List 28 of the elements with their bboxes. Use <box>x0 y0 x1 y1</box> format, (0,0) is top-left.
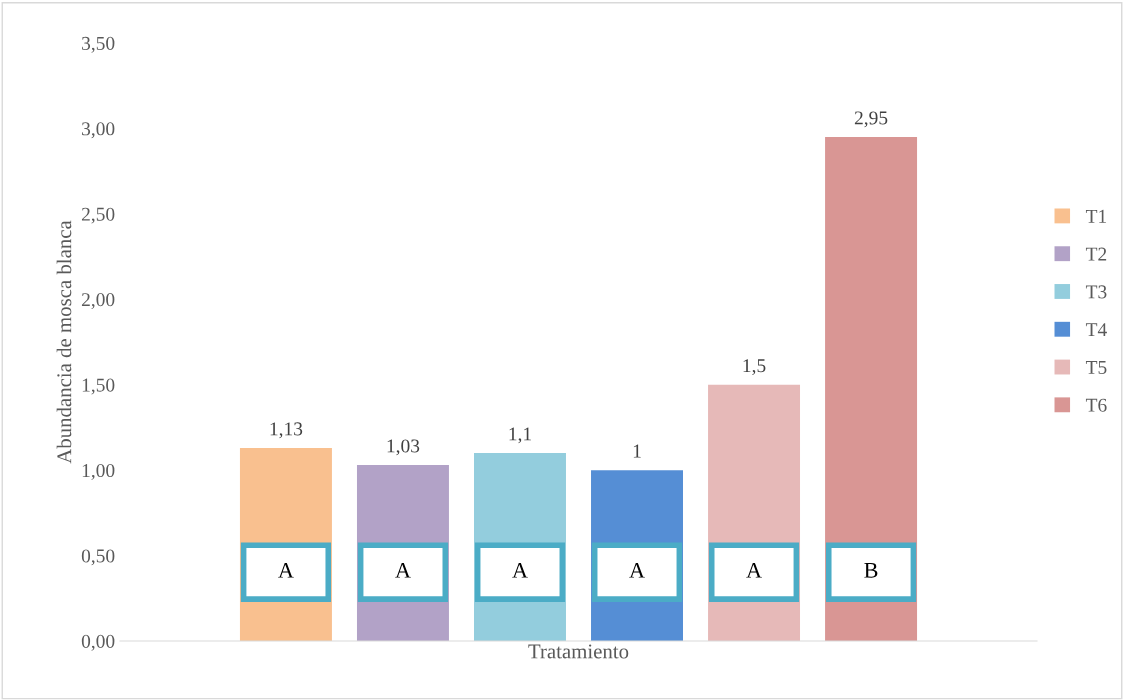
y-tick-label: 3,00 <box>82 122 115 139</box>
legend-label: T4 <box>1085 323 1107 337</box>
annotation: A <box>746 562 762 578</box>
y-axis-title: Abundancia de mosca blanca <box>56 220 72 464</box>
annotation: A <box>512 562 528 578</box>
data-label: 1,1 <box>509 427 531 444</box>
x-axis-title: Tratamiento <box>528 644 629 659</box>
data-label: 1,03 <box>387 439 420 456</box>
annotation: A <box>629 562 645 578</box>
y-tick-label: 0,50 <box>81 549 115 566</box>
legend-label: T5 <box>1085 361 1107 374</box>
annotation: A <box>278 562 294 578</box>
legend-label: T6 <box>1085 398 1107 412</box>
legend-label: T1 <box>1085 209 1107 223</box>
y-tick-label: 3,50 <box>82 36 115 53</box>
data-label: 1,5 <box>743 359 766 376</box>
legend-label: T2 <box>1085 247 1107 261</box>
y-tick-label: 2,50 <box>81 207 115 224</box>
data-label: 1,13 <box>270 422 303 439</box>
annotation: B <box>864 563 878 578</box>
legend-label: T3 <box>1085 285 1107 299</box>
data-label: 1 <box>633 444 641 458</box>
y-tick-label: 1,00 <box>82 463 115 480</box>
data-label: 2,95 <box>854 111 888 128</box>
y-tick-label: 2,00 <box>81 293 115 310</box>
annotation: A <box>395 562 411 578</box>
y-tick-label: 0,00 <box>81 634 115 651</box>
y-tick-label: 1,50 <box>82 378 115 395</box>
